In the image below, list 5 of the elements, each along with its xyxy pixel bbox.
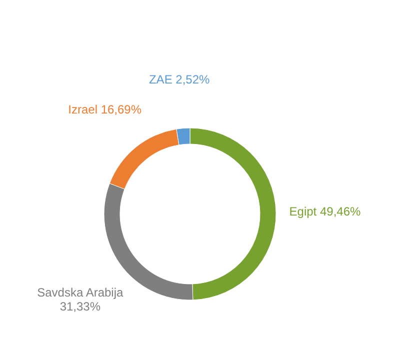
slice-label: ZAE 2,52% <box>148 72 210 86</box>
data-label: 31,33% <box>60 299 101 314</box>
slice-label: Egipt 49,46% <box>289 204 361 219</box>
slice-label: Savdska Arabija <box>37 285 124 300</box>
slice-label: Izrael 16,69% <box>68 102 142 116</box>
